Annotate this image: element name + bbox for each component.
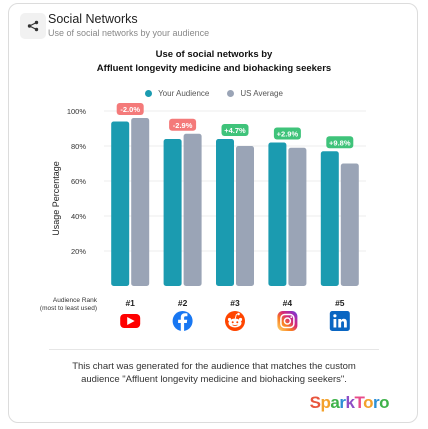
footnote-line-1: This chart was generated for the audienc… [72, 361, 356, 372]
bar-facebook-your-audience [163, 139, 182, 286]
bar-youtube-your-audience [111, 121, 130, 286]
y-tick-label: 20% [71, 247, 86, 256]
y-tick-label: 100% [67, 107, 87, 116]
divider [49, 349, 379, 350]
difference-label: -2.0% [120, 105, 140, 114]
legend-item-us-average: US Average [227, 89, 283, 98]
rank-label: #4 [283, 298, 293, 308]
share-icon [27, 20, 39, 32]
rank-axis-label-line2: (most to least used) [40, 305, 97, 312]
difference-label: +4.7% [224, 126, 246, 135]
bar-reddit-your-audience [216, 139, 234, 286]
difference-label: +9.8% [329, 138, 351, 147]
legend-swatch-us-average [227, 90, 235, 97]
difference-label: -2.9% [173, 121, 193, 130]
instagram-icon [277, 311, 298, 331]
y-tick-label: 40% [71, 212, 86, 221]
legend-label-us-average: US Average [240, 89, 283, 98]
chart-title-line1: Use of social networks by [155, 49, 273, 60]
bar-linkedin-us-average [340, 163, 359, 286]
sparktoro-logo: SparkToro [309, 393, 390, 413]
difference-label: +2.9% [277, 130, 299, 139]
bar-youtube-us-average [131, 118, 150, 286]
share-button[interactable] [20, 13, 46, 39]
difference-badge [116, 103, 144, 115]
reddit-icon [225, 311, 245, 331]
bar-reddit-us-average [236, 146, 254, 286]
difference-badge [326, 136, 354, 149]
chart-footnote: This chart was generated for the audienc… [9, 360, 419, 386]
linkedin-icon [329, 311, 350, 331]
card-title: Social Networks [48, 12, 138, 26]
chart-legend: Your Audience US Average [9, 89, 419, 98]
bar-instagram-your-audience [268, 142, 287, 286]
rank-axis-label-line1: Audience Rank [53, 297, 98, 304]
card-subtitle: Use of social networks by your audience [48, 28, 210, 38]
y-axis-label: Usage Percentage [51, 161, 61, 236]
bar-facebook-us-average [183, 133, 202, 286]
chart-title-line2: Affluent longevity medicine and biohacki… [96, 63, 332, 74]
y-tick-label: 80% [71, 142, 86, 151]
rank-label: #3 [230, 298, 240, 308]
social-networks-card: Social Networks Use of social networks b… [8, 3, 418, 423]
difference-badge [169, 118, 197, 131]
youtube-icon [120, 314, 141, 328]
legend-label-your-audience: Your Audience [158, 89, 210, 98]
rank-label: #2 [178, 298, 188, 308]
legend-item-your-audience: Your Audience [145, 89, 209, 98]
bar-chart: 20% 40% 60% 80% 100% Usage Percentage -2.0% #1 -… [40, 103, 366, 331]
bar-linkedin-your-audience [320, 151, 339, 286]
footnote-line-2: audience "Affluent longevity medicine an… [81, 374, 347, 385]
legend-swatch-your-audience [145, 90, 153, 97]
rank-label: #1 [125, 298, 135, 308]
difference-badge [273, 127, 301, 140]
bar-instagram-us-average [288, 147, 307, 286]
difference-badge [221, 124, 249, 136]
rank-label: #5 [335, 298, 345, 308]
sparktoro-logo-text: SparkToro [309, 393, 390, 412]
facebook-icon [172, 311, 193, 331]
y-tick-label: 60% [71, 177, 86, 186]
